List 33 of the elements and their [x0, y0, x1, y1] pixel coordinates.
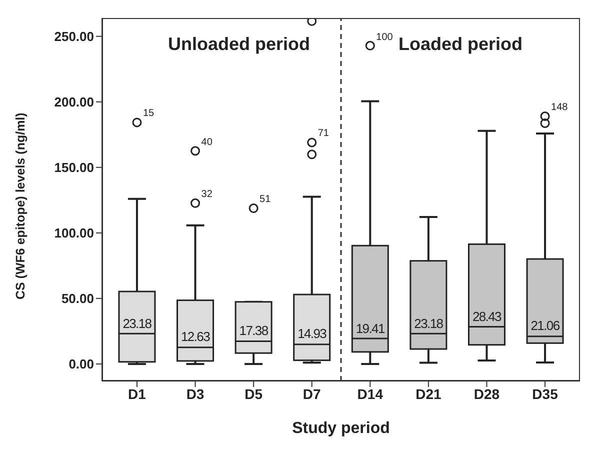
annotation: Unloaded period [166, 34, 311, 55]
y-tick-label: 0.00 [68, 356, 94, 372]
annotation: 40 [201, 136, 212, 148]
x-tick-label: D21 [416, 386, 442, 402]
annotation: 19.41 [354, 320, 386, 336]
x-tick-label: D35 [532, 386, 558, 402]
x-tick-label: D14 [357, 386, 384, 402]
y-tick-label: 200.00 [54, 94, 94, 110]
annotation: 12.63 [180, 329, 211, 344]
annotation: 51 [260, 194, 271, 206]
annotation: 23.18 [413, 316, 444, 331]
annotation: 21.06 [530, 318, 560, 334]
y-tick-label: 150.00 [54, 160, 94, 176]
x-tick-label: D1 [128, 386, 146, 402]
annotation: 23.18 [122, 316, 152, 331]
x-tick-label: D28 [474, 386, 500, 402]
y-axis-title: CS (WF6 epitope) levels (ng/ml) [13, 112, 28, 300]
annotation: 14.93 [296, 326, 328, 342]
y-tick-label: 100.00 [54, 226, 94, 241]
annotation: 28.43 [471, 308, 502, 324]
x-tick-label: D3 [186, 386, 204, 402]
x-tick-label: D7 [302, 386, 322, 402]
annotation: 15 [142, 108, 154, 120]
y-tick-label: 250.00 [54, 28, 94, 44]
annotation: Loaded period [398, 34, 522, 54]
annotation: 17.38 [238, 323, 269, 338]
x-axis-title: Study period [292, 420, 390, 437]
x-tick-label: D5 [244, 386, 263, 402]
annotation: 32 [201, 189, 212, 200]
annotation: 71 [318, 128, 329, 140]
y-tick-label: 50.00 [61, 291, 94, 306]
annotation: 148 [551, 102, 568, 114]
annotation: 100 [376, 32, 393, 43]
